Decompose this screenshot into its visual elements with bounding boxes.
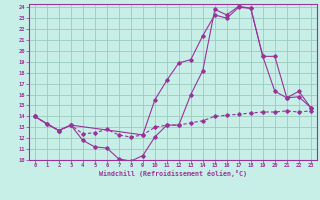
X-axis label: Windchill (Refroidissement éolien,°C): Windchill (Refroidissement éolien,°C)	[99, 170, 247, 177]
